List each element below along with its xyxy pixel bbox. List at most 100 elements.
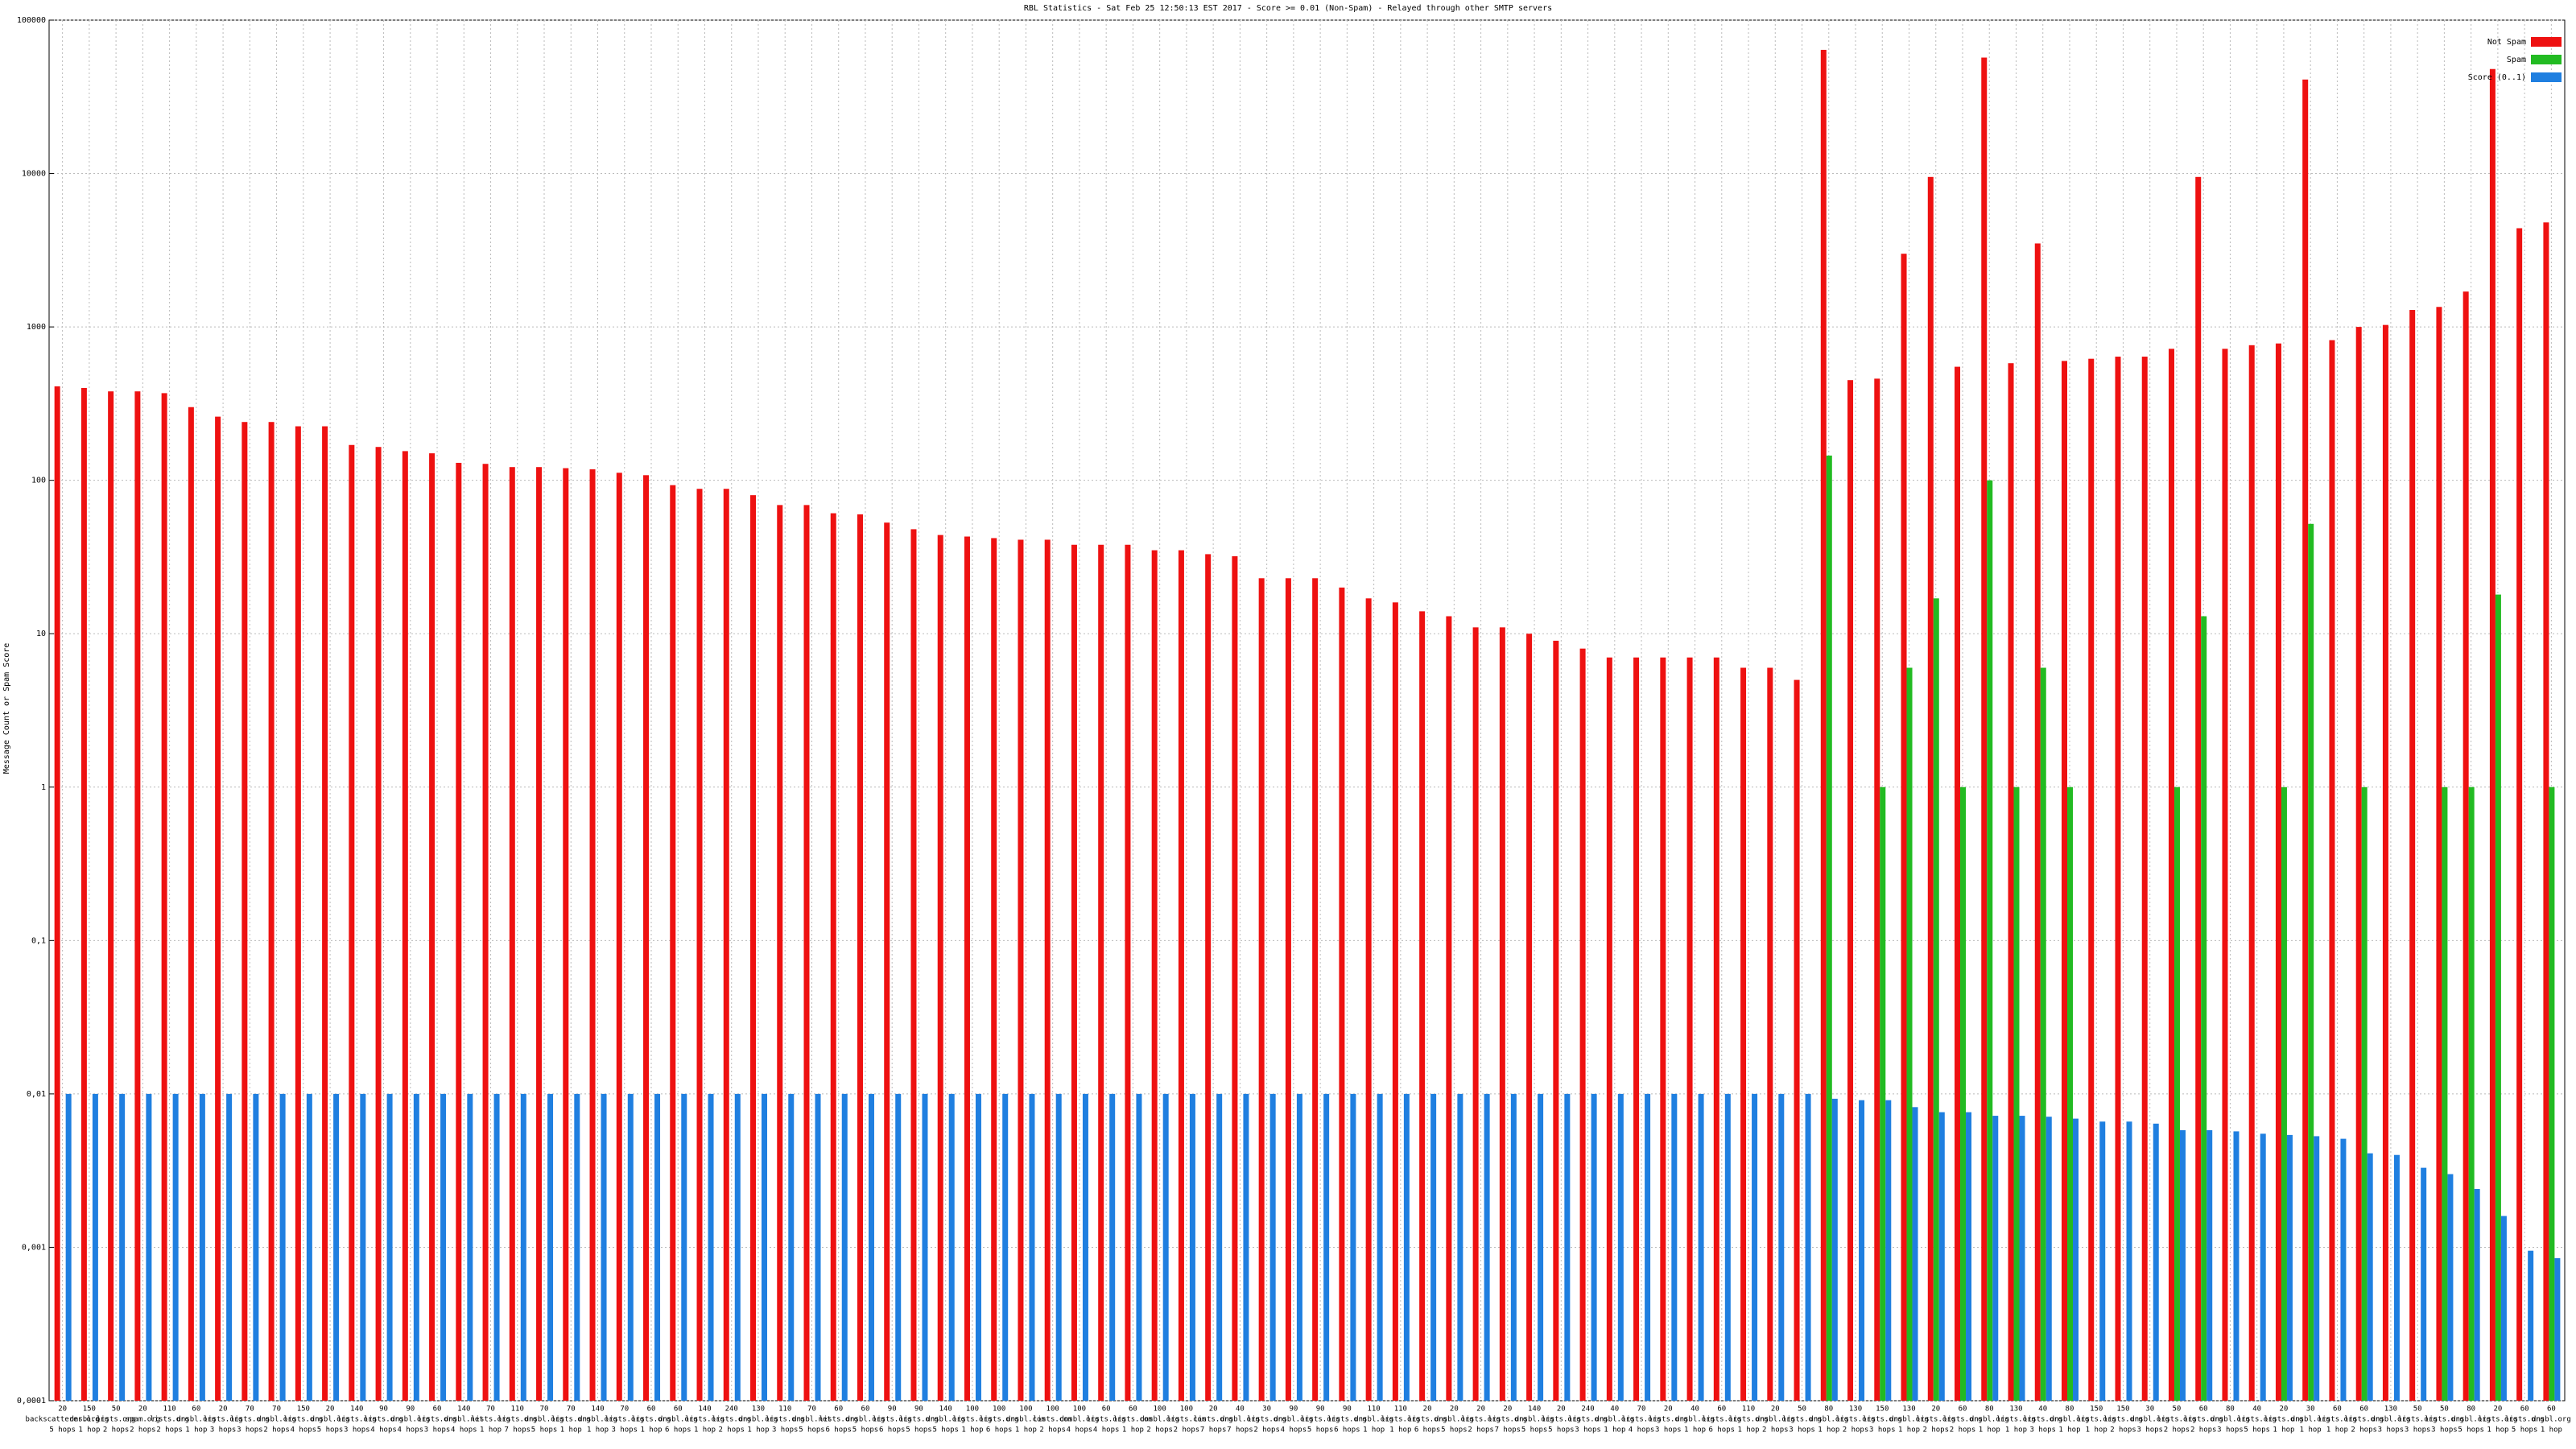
bar	[2474, 1188, 2480, 1401]
x-tick-label: lists.org	[766, 1416, 805, 1424]
x-tick-label: 60	[2199, 1406, 2208, 1414]
x-tick-label: lists.org	[1488, 1416, 1527, 1424]
x-tick-label: 100	[1154, 1406, 1166, 1414]
bar	[964, 536, 970, 1402]
x-tick-label: 3 hops	[2136, 1426, 2163, 1435]
bar	[1472, 627, 1479, 1401]
bar	[643, 475, 650, 1401]
bar	[1392, 602, 1398, 1401]
bar	[2174, 786, 2180, 1401]
bar	[2168, 349, 2174, 1401]
x-tick-label: 1 hop	[694, 1426, 716, 1435]
x-tick-label: lists.org	[283, 1416, 323, 1424]
bar	[1553, 640, 1559, 1401]
bar	[2340, 1138, 2347, 1401]
bar	[2195, 176, 2202, 1402]
bar	[2115, 357, 2121, 1402]
bar	[975, 1093, 981, 1401]
x-tick-label: 60	[1717, 1406, 1726, 1414]
x-tick-label: lists.org	[364, 1416, 403, 1424]
x-tick-label: 20	[138, 1406, 147, 1414]
bar	[1430, 1093, 1437, 1401]
bar	[1794, 679, 1800, 1401]
x-tick-label: 6 hops	[1709, 1426, 1736, 1435]
x-tick-label: 4 hops	[451, 1426, 477, 1435]
bar	[1216, 1093, 1223, 1401]
x-tick-label: 150	[1876, 1406, 1889, 1414]
x-tick-label: lists.org	[1301, 1416, 1340, 1424]
x-tick-label: 70	[272, 1406, 281, 1414]
x-tick-label: 100	[1180, 1406, 1193, 1414]
x-tick-label: 3 hops	[772, 1426, 799, 1435]
x-tick-label: 130	[2384, 1406, 2397, 1414]
x-tick-label: 2 hops	[263, 1426, 290, 1435]
x-tick-label: lists.org	[471, 1416, 510, 1424]
x-tick-label: lists.org	[1461, 1416, 1501, 1424]
bar	[1933, 598, 1939, 1401]
bar	[2281, 786, 2287, 1401]
x-tick-label: 100	[993, 1406, 1005, 1414]
x-tick-label: lists.org	[819, 1416, 858, 1424]
x-tick-label: lists.org	[1622, 1416, 1662, 1424]
bar	[616, 473, 622, 1402]
x-tick-label: 6 hops	[825, 1426, 852, 1435]
x-tick-label: lists.org	[97, 1416, 136, 1424]
x-tick-label: 1 hop	[2541, 1426, 2562, 1435]
x-tick-label: 3 hops	[2405, 1426, 2431, 1435]
bar	[815, 1093, 821, 1401]
y-tick-label: 10	[36, 630, 46, 638]
bar	[1002, 1093, 1009, 1401]
x-tick-label: 150	[2090, 1406, 2103, 1414]
bar	[172, 1093, 179, 1401]
x-tick-label: 60	[647, 1406, 656, 1414]
x-tick-label: lists.org	[1943, 1416, 1983, 1424]
x-tick-label: dnsbl.com	[1006, 1416, 1046, 1424]
x-tick-label: 3 hops	[210, 1426, 237, 1435]
x-tick-label: 70	[1637, 1406, 1646, 1414]
legend-label: Not Spam	[2487, 38, 2526, 47]
bar	[547, 1093, 554, 1401]
x-tick-label: 2 hops	[1039, 1426, 1066, 1435]
x-tick-label: 5 hops	[852, 1426, 879, 1435]
bar	[1526, 634, 1533, 1401]
bar	[1955, 366, 1961, 1402]
x-tick-label: 6 hops	[665, 1426, 691, 1435]
bar	[2126, 1121, 2132, 1401]
x-tick-label: 90	[888, 1406, 897, 1414]
plot-frame	[48, 19, 2566, 1402]
x-tick-label: 90	[379, 1406, 388, 1414]
bar	[520, 1093, 526, 1401]
y-tick-label: 0,01	[27, 1090, 46, 1099]
bar	[1826, 455, 1832, 1401]
x-tick-label: 5 hops	[49, 1426, 76, 1435]
bar	[253, 1093, 259, 1401]
x-tick-label: 1 hop	[1818, 1426, 1839, 1435]
x-tick-label: 110	[163, 1406, 175, 1414]
x-tick-label: dnsbl.org	[658, 1416, 698, 1424]
x-tick-label: dnsbl.org	[1140, 1416, 1179, 1424]
x-tick-label: 5 hops	[2244, 1426, 2270, 1435]
x-tick-label: 130	[1849, 1406, 1862, 1414]
x-tick-label: 20	[2280, 1406, 2289, 1414]
x-tick-label: 1 hop	[1363, 1426, 1385, 1435]
x-tick-label: lists.com	[1113, 1416, 1153, 1424]
bar	[1591, 1093, 1597, 1401]
x-tick-label: lists.org	[418, 1416, 457, 1424]
bar	[1285, 578, 1291, 1401]
bar	[2549, 786, 2555, 1401]
x-tick-label: 90	[914, 1406, 923, 1414]
x-tick-label: lists.org	[2425, 1416, 2464, 1424]
x-tick-label: dnsbl.org	[176, 1416, 216, 1424]
x-tick-label: 100	[966, 1406, 979, 1414]
x-tick-label: 50	[112, 1406, 121, 1414]
bar	[2382, 324, 2388, 1401]
x-tick-label: 2 hops	[2351, 1426, 2377, 1435]
x-tick-label: 5 hops	[317, 1426, 344, 1435]
bar	[1296, 1093, 1302, 1401]
x-tick-label: lists.org	[1782, 1416, 1822, 1424]
x-tick-label: lists.org	[1381, 1416, 1420, 1424]
x-tick-label: 60	[834, 1406, 843, 1414]
x-tick-label: 1 hop	[1122, 1426, 1144, 1435]
bar	[429, 453, 436, 1401]
x-tick-label: 20	[326, 1406, 335, 1414]
